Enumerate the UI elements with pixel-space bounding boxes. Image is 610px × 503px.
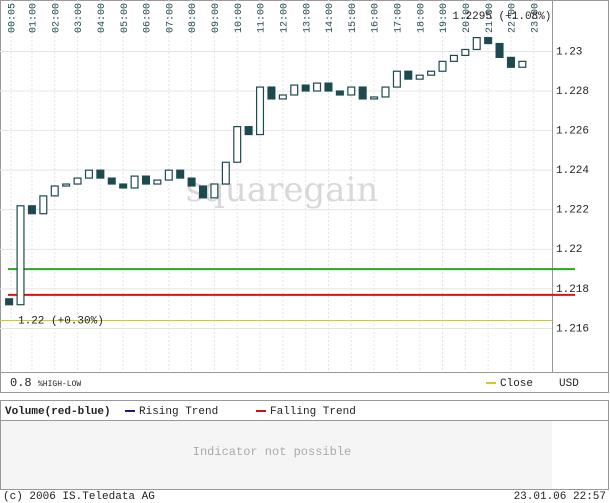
x-tick-label: 10:00 [234,3,245,33]
candle [518,60,527,68]
candle [84,169,93,179]
x-tick-label: 06:00 [143,3,154,33]
candle [16,205,25,306]
candle [187,177,196,187]
candle [244,126,253,136]
y-tick-label: 1.228 [556,86,589,98]
candle [290,84,299,96]
x-tick-label: 16:00 [371,3,382,33]
candle [119,183,128,189]
candle [358,86,367,100]
x-tick-label: 19:00 [439,3,450,33]
x-tick-label: 05:00 [120,3,131,33]
candle [107,177,116,185]
candle [50,185,59,197]
candle [198,185,208,199]
x-tick-label: 02:00 [51,3,62,33]
candle [427,70,436,76]
candle [256,86,265,136]
candle [415,74,424,80]
x-tick-label: 23:00 [530,3,541,33]
candle [313,82,322,92]
x-tick-label: 08:00 [188,3,199,33]
legend-label: Falling Trend [270,406,356,418]
candle [267,86,276,100]
candle [73,177,82,185]
x-tick-label: 20:00 [462,3,473,33]
candle [438,60,447,72]
y-tick-label: 1.226 [556,126,589,138]
candle [5,298,14,306]
scale-value: 0.8 [10,376,32,390]
indicator-header [1,401,608,420]
candle [39,195,48,215]
annotation: 1.22 (+0.30%) [18,315,104,327]
candle [130,175,139,189]
annotation: 1.2295 (+1.08%) [452,11,551,23]
x-tick-label: 04:00 [97,3,108,33]
candle [141,175,151,185]
x-tick-label: 11:00 [257,3,268,33]
candle [301,84,310,92]
legend-label: Close [500,378,533,390]
candle [233,126,242,163]
candle [449,54,458,62]
candle [392,70,401,88]
timestamp: 23.01.06 22:57 [514,491,606,503]
candle [221,161,230,185]
x-tick-label: 15:00 [348,3,359,33]
indicator-axis [552,421,608,489]
candle [210,183,219,199]
x-tick-label: 21:00 [485,3,496,33]
candle [335,90,344,96]
x-tick-label: 09:00 [211,3,222,33]
currency: USD [559,378,579,390]
x-tick-label: 14:00 [325,3,336,33]
y-tick-label: 1.222 [556,205,589,217]
copyright: (c) 2006 IS.Teledata AG [3,491,155,503]
candle [96,169,105,179]
candle [404,70,413,80]
indicator-message: Indicator not possible [193,445,351,459]
x-tick-label: 18:00 [416,3,427,33]
candle [370,96,379,100]
y-tick-label: 1.224 [556,165,589,177]
x-tick-label: 07:00 [165,3,176,33]
candle [324,82,333,92]
x-tick-label: 03:00 [74,3,85,33]
x-tick-label: 17:00 [394,3,405,33]
candle [347,86,356,96]
y-tick-label: 1.23 [556,46,582,58]
legend-label: Rising Trend [139,406,218,418]
candle [506,56,515,68]
candle [472,36,481,51]
plot-area [0,0,553,373]
y-tick-label: 1.22 [556,244,582,256]
x-tick-label: 12:00 [279,3,290,33]
x-tick-label: 00:05 [8,3,19,33]
scale-label: %HIGH-LOW [38,380,81,389]
candle [164,169,173,181]
candle [27,205,36,215]
x-tick-label: 13:00 [302,3,313,33]
candle [176,169,185,179]
candle [381,86,390,98]
x-tick-label: 01:00 [29,3,40,33]
candle [484,36,493,45]
y-tick-label: 1.216 [556,323,589,335]
x-tick-label: 22:00 [508,3,519,33]
indicator-title: Volume(red-blue) [5,406,111,418]
candle [278,94,287,100]
candle [495,42,504,58]
y-tick-label: 1.218 [556,284,589,296]
candle [62,183,71,187]
candle [461,48,470,57]
candle [153,179,162,185]
